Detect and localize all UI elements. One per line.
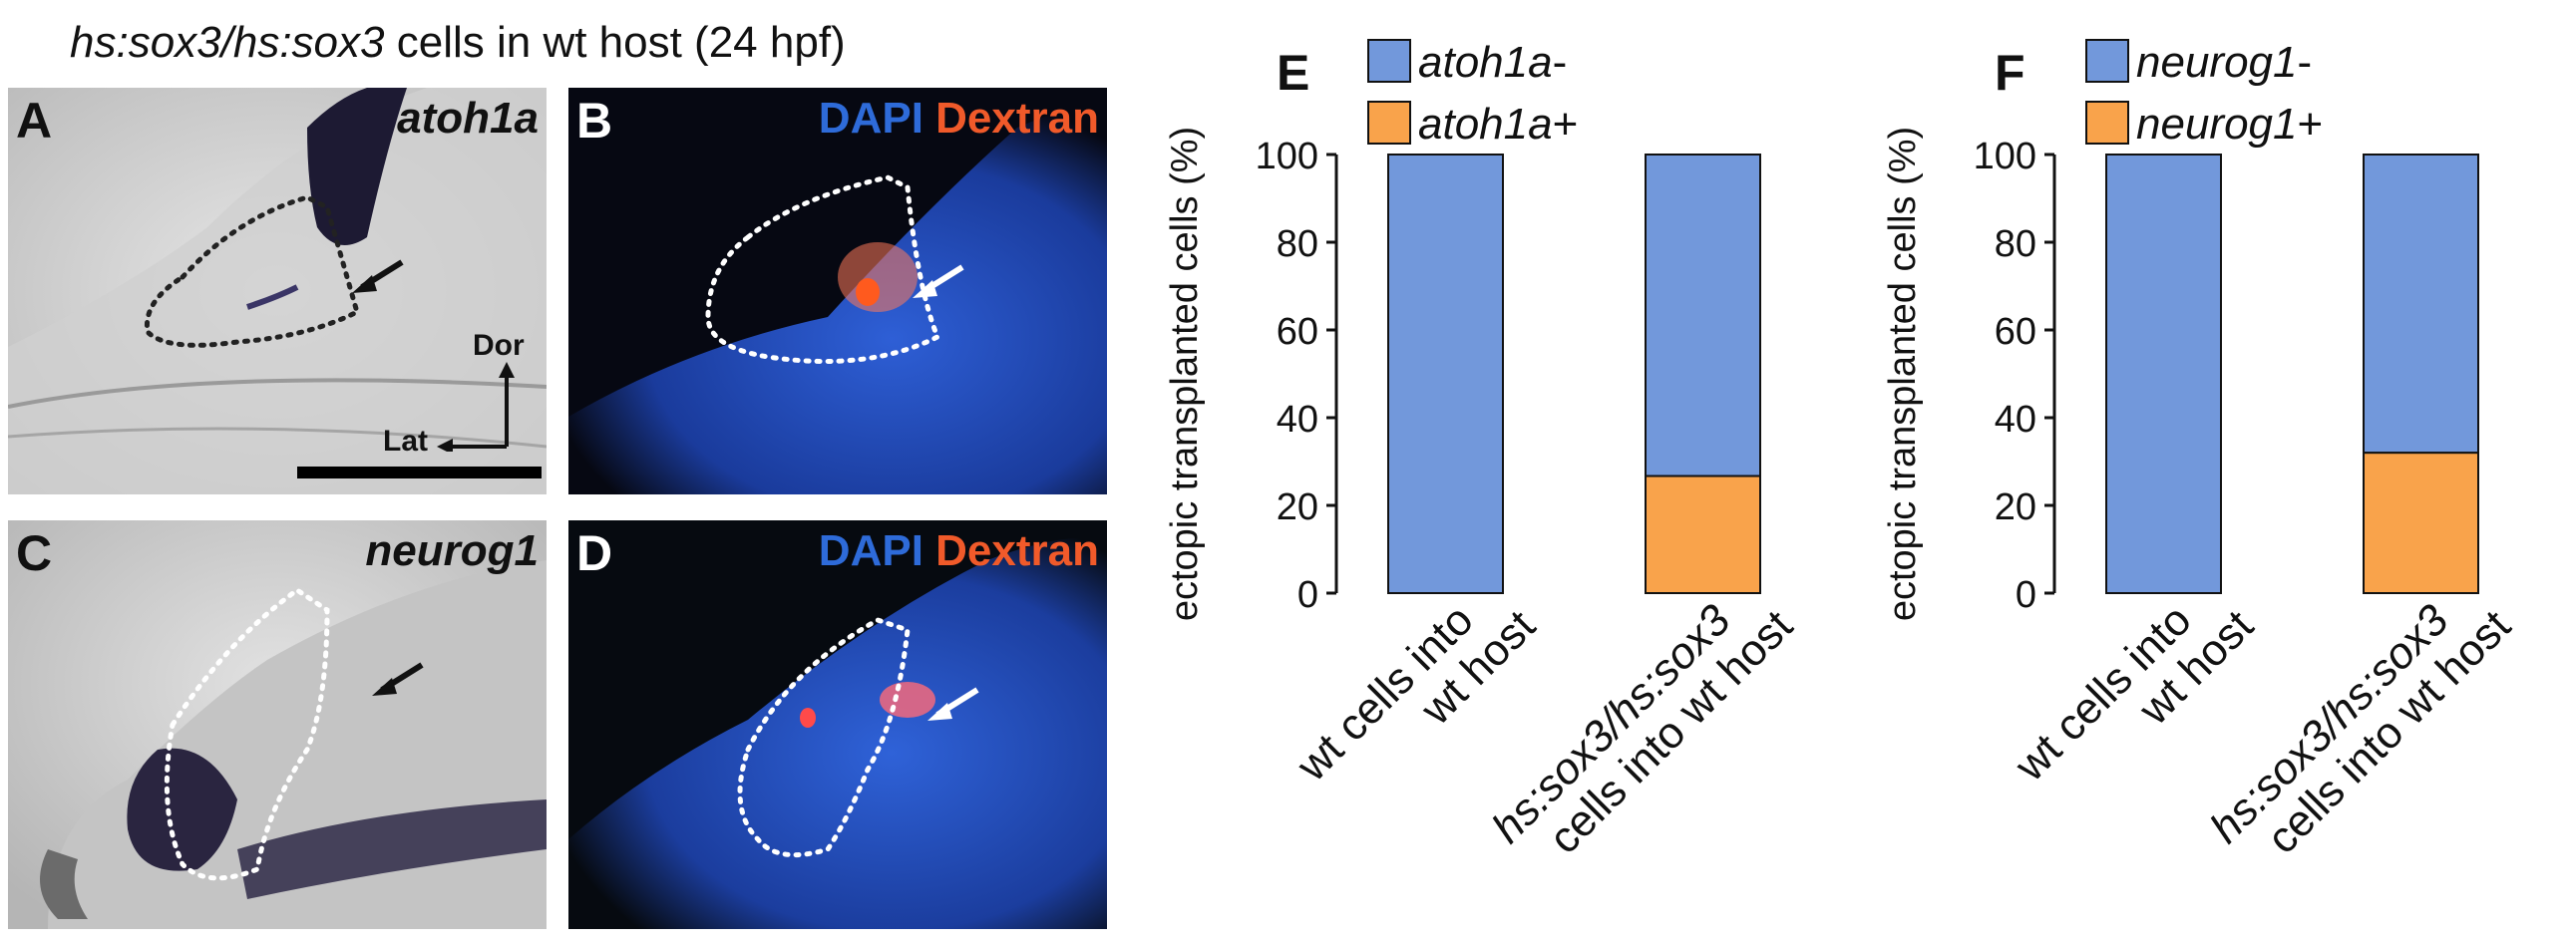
chart-f-y-tick-label: 40 bbox=[1995, 399, 2036, 441]
panel-b-arrow-icon bbox=[913, 264, 964, 298]
panel-c-label: C bbox=[16, 525, 53, 581]
chart-f-legend-label-positive: neurog1+ bbox=[2136, 100, 2323, 149]
panel-c-image: C neurog1 bbox=[8, 520, 547, 929]
panel-b-stain-labels: DAPI Dextran bbox=[819, 94, 1099, 144]
figure-title-rest: cells in wt host (24 hpf) bbox=[384, 18, 846, 67]
chart-e-legend-swatch-positive bbox=[1367, 101, 1411, 145]
chart-f-bar-positive-1 bbox=[2363, 452, 2479, 595]
panel-b-dapi-label: DAPI bbox=[818, 94, 923, 143]
chart-e-bar-negative-0 bbox=[1387, 154, 1504, 594]
chart-e-legend-label-negative: atoh1a- bbox=[1418, 38, 1567, 87]
figure-title: hs:sox3/hs:sox3 cells in wt host (24 hpf… bbox=[70, 18, 846, 68]
chart-f-legend-swatch-negative bbox=[2085, 39, 2129, 83]
chart-f-svg: F neurog1- neurog1+ 0 20 40 60 80 100 ectopic tr… bbox=[1882, 38, 2520, 863]
chart-e-svg: E atoh1a-atoh1a+ 0 20 40 60 80 100 ectopic tran… bbox=[1164, 38, 1802, 863]
panel-a-image: A atoh1a Dor Lat bbox=[8, 88, 547, 494]
chart-f-bar-negative-1 bbox=[2363, 154, 2479, 455]
chart-f-y-tick-label: 60 bbox=[1995, 311, 2036, 353]
chart-f-bar-negative-0 bbox=[2105, 154, 2222, 594]
panel-d-stain-labels: DAPI Dextran bbox=[819, 526, 1099, 576]
chart-e-y-tick-label: 80 bbox=[1277, 223, 1318, 265]
panel-d-dextran-label: Dextran bbox=[935, 526, 1099, 575]
panel-d-image: D DAPI Dextran bbox=[568, 520, 1107, 929]
panel-d-dapi-label: DAPI bbox=[818, 526, 923, 575]
panel-b-label: B bbox=[576, 93, 613, 149]
panel-b-dextran-label: Dextran bbox=[935, 94, 1099, 143]
chart-e-bar-negative-1 bbox=[1645, 154, 1761, 477]
panel-d-micrograph bbox=[568, 537, 1107, 929]
axis-dorsal-label: Dor bbox=[473, 329, 525, 362]
chart-f-legend-label-negative: neurog1- bbox=[2136, 38, 2312, 87]
chart-e-y-tick-label: 60 bbox=[1277, 311, 1318, 353]
panel-d-arrow-icon bbox=[927, 687, 979, 721]
panel-b-micrograph bbox=[568, 105, 1107, 494]
chart-f: F neurog1- neurog1+ 0 20 40 60 80 100 ectopic tr… bbox=[1875, 20, 2573, 942]
chart-e-y-tick-label: 40 bbox=[1277, 399, 1318, 441]
chart-e-bar-positive-1 bbox=[1645, 474, 1761, 594]
panel-b-image: B DAPI Dextran bbox=[568, 88, 1107, 494]
panel-a-micrograph bbox=[8, 88, 547, 494]
chart-f-y-tick-label: 0 bbox=[2016, 574, 2036, 616]
chart-f-y-tick-label: 100 bbox=[1974, 136, 2036, 177]
panel-a-label: A bbox=[16, 93, 53, 149]
chart-e-legend-swatch-negative bbox=[1367, 39, 1411, 83]
chart-f-legend-swatch-positive bbox=[2085, 101, 2129, 145]
chart-f-y-tick-label: 80 bbox=[1995, 223, 2036, 265]
chart-f-y-tick-label: 20 bbox=[1995, 486, 2036, 528]
panel-a-arrow-icon bbox=[352, 259, 404, 293]
chart-e-panel-label: E bbox=[1277, 45, 1309, 101]
axis-lateral-label: Lat bbox=[383, 425, 428, 458]
chart-e-legend-label-positive: atoh1a+ bbox=[1418, 100, 1578, 149]
scale-bar bbox=[297, 467, 542, 478]
chart-f-y-axis-label: ectopic transplanted cells (%) bbox=[1882, 127, 1924, 621]
panel-c-micrograph bbox=[8, 520, 547, 929]
orientation-axes-icon bbox=[437, 362, 515, 452]
chart-e-y-tick-label: 100 bbox=[1256, 136, 1318, 177]
panel-c-gene-label: neurog1 bbox=[365, 526, 539, 575]
panel-d-label: D bbox=[576, 525, 613, 581]
panel-c-arrow-icon bbox=[372, 662, 424, 696]
panel-a-gene-label: atoh1a bbox=[397, 94, 539, 143]
chart-e-y-axis-label: ectopic transplanted cells (%) bbox=[1164, 127, 1206, 621]
chart-f-panel-label: F bbox=[1995, 45, 2025, 101]
chart-e-y-tick-label: 0 bbox=[1297, 574, 1318, 616]
figure-title-genotype: hs:sox3/hs:sox3 bbox=[70, 18, 385, 67]
chart-e: E atoh1a-atoh1a+ 0 20 40 60 80 100 ectopic tran… bbox=[1157, 20, 1855, 942]
chart-e-y-tick-label: 20 bbox=[1277, 486, 1318, 528]
